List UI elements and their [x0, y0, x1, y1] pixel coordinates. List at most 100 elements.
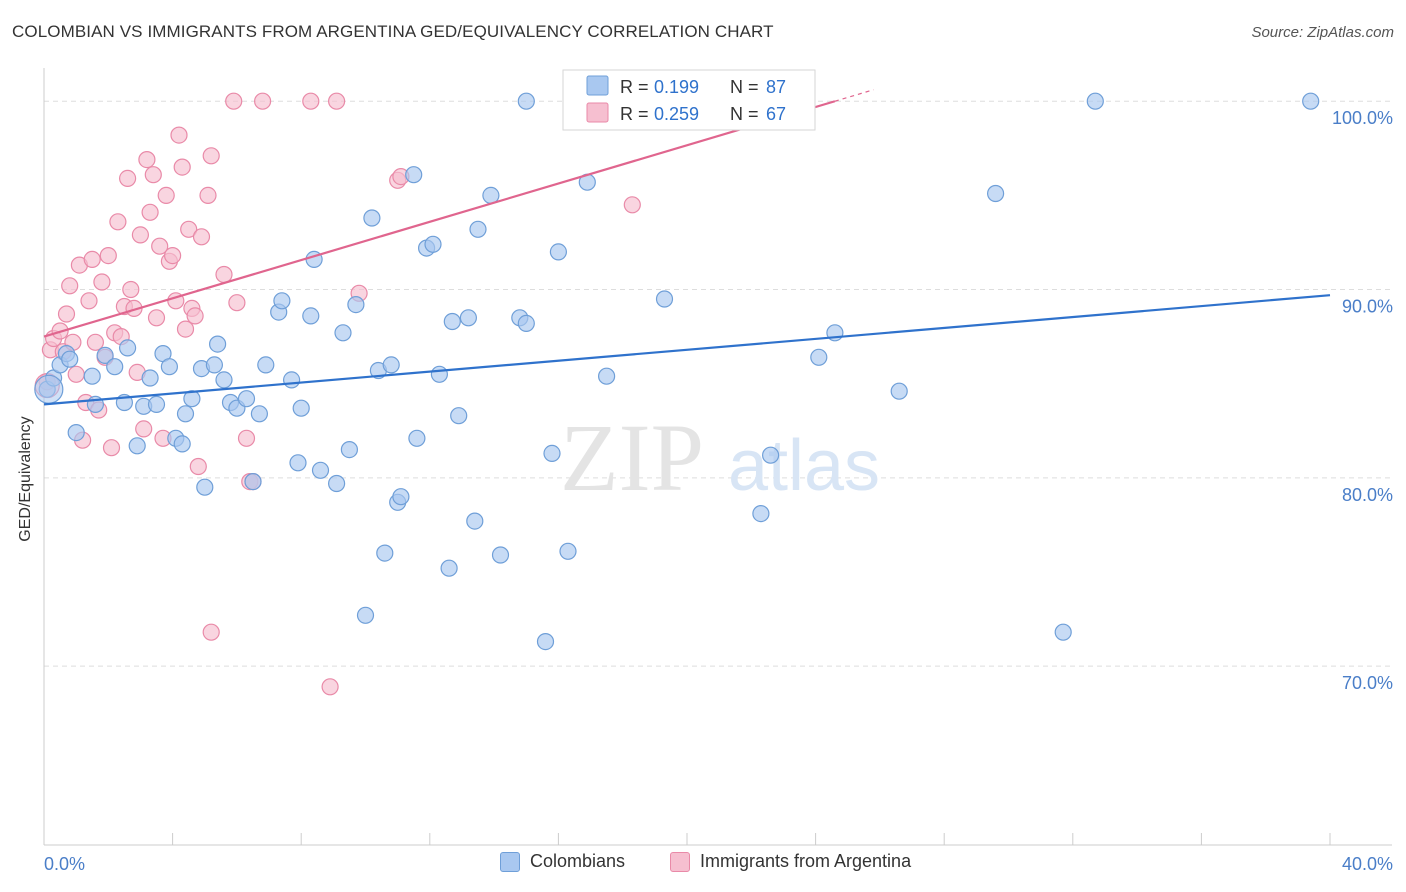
point-colombians-26 — [215, 371, 233, 389]
trend-lines — [43, 89, 1331, 406]
grid-lines — [44, 100, 1390, 667]
point-colombians-45 — [356, 606, 375, 624]
point-colombians-56 — [430, 365, 448, 383]
point-argentina-29 — [135, 420, 153, 438]
series-colombians-points — [34, 92, 1320, 651]
watermark: ZIP atlas — [560, 404, 880, 511]
point-colombians-30 — [244, 473, 262, 491]
point-argentina-21 — [109, 213, 127, 231]
legend-swatch-argentina-bottom — [670, 851, 690, 872]
point-argentina-5 — [57, 305, 76, 323]
legend-n-value-2: 67 — [766, 104, 786, 124]
point-colombians-81 — [1054, 623, 1072, 641]
point-argentina-18 — [99, 247, 117, 265]
legend-label-colombians: Colombians — [530, 851, 626, 871]
point-colombians-52 — [408, 429, 426, 447]
point-colombians-69 — [543, 444, 561, 462]
trend-line-argentina — [43, 100, 836, 338]
point-colombians-46 — [363, 209, 381, 227]
point-colombians-24 — [205, 356, 223, 374]
point-argentina-58 — [302, 92, 320, 110]
legend-n-value-1: 87 — [766, 77, 786, 97]
point-argentina-46 — [189, 457, 207, 476]
legend-swatch-colombians — [586, 75, 609, 96]
point-colombians-42 — [334, 324, 352, 342]
point-colombians-36 — [289, 454, 307, 472]
point-argentina-47 — [192, 228, 211, 246]
point-argentina-12 — [80, 292, 98, 310]
point-colombians-25 — [209, 335, 227, 353]
point-argentina-59 — [321, 678, 339, 696]
chart-source: Source: ZipAtlas.com — [1251, 24, 1394, 41]
point-colombians-61 — [466, 512, 484, 530]
x-tick-label-min: 0.0% — [44, 854, 85, 874]
y-axis-label: GED/Equivalency — [17, 416, 34, 542]
point-colombians-71 — [559, 542, 577, 560]
point-colombians-76 — [761, 446, 780, 464]
point-colombians-66 — [517, 314, 535, 332]
point-colombians-15 — [147, 395, 166, 413]
point-colombians-51 — [392, 488, 410, 506]
legend-r-value-2: 0.259 — [654, 104, 699, 124]
point-colombians-31 — [250, 405, 268, 423]
axes — [43, 68, 1392, 846]
legend-label-argentina: Immigrants from Argentina — [700, 851, 912, 871]
point-colombians-67 — [517, 92, 535, 110]
point-colombians-19 — [173, 435, 191, 453]
point-argentina-14 — [86, 333, 105, 351]
point-argentina-19 — [102, 439, 121, 457]
point-colombians-23 — [196, 478, 214, 496]
legend-swatch-argentina — [586, 102, 609, 123]
point-argentina-41 — [173, 158, 191, 176]
point-argentina-30 — [138, 151, 156, 169]
chart-title: COLOMBIAN VS IMMIGRANTS FROM ARGENTINA G… — [12, 22, 774, 41]
y-axis-label-wrap: GED/Equivalency — [6, 380, 46, 580]
trend-line-argentina-extension — [834, 89, 874, 102]
legend-item-colombians[interactable]: Colombians — [500, 851, 625, 872]
point-argentina-50 — [202, 623, 220, 641]
y-tick-label-70: 70.0% — [1342, 673, 1393, 693]
point-argentina-54 — [237, 429, 256, 447]
point-colombians-17 — [160, 358, 178, 376]
point-colombians-58 — [443, 312, 461, 331]
tick-labels: 70.0% 80.0% 90.0% 100.0% 0.0% 40.0% — [44, 108, 1393, 874]
legend-r-label-1: R = — [620, 77, 649, 97]
y-tick-label-90: 90.0% — [1342, 297, 1393, 317]
point-argentina-25 — [122, 280, 140, 299]
point-colombians-41 — [328, 474, 346, 493]
point-argentina-49 — [202, 147, 220, 165]
point-colombians-75 — [752, 504, 770, 523]
point-argentina-13 — [83, 250, 101, 268]
point-argentina-8 — [67, 365, 85, 383]
stats-legend: R = 0.199 N = 87 R = 0.259 N = 67 — [562, 69, 816, 131]
point-argentina-45 — [186, 307, 204, 325]
point-argentina-42 — [176, 320, 195, 338]
point-colombians-62 — [469, 220, 487, 238]
legend-item-argentina[interactable]: Immigrants from Argentina — [670, 851, 911, 872]
legend-r-label-2: R = — [620, 104, 649, 124]
legend-swatch-colombians-bottom — [500, 851, 520, 872]
point-colombians-64 — [491, 546, 510, 564]
point-colombians-83 — [1302, 92, 1320, 110]
point-argentina-34 — [151, 237, 169, 255]
watermark-zip: ZIP — [560, 404, 704, 511]
point-argentina-32 — [144, 166, 162, 184]
bottom-legend: Colombians Immigrants from Argentina — [0, 851, 1406, 879]
point-colombians-73 — [597, 367, 616, 385]
series-argentina-points — [34, 92, 641, 696]
point-colombians-21 — [183, 390, 201, 408]
point-colombians-60 — [459, 309, 477, 327]
point-argentina-24 — [118, 169, 137, 187]
point-argentina-57 — [254, 92, 272, 110]
point-colombians-70 — [549, 243, 568, 261]
point-colombians-55 — [424, 235, 442, 253]
point-colombians-68 — [536, 632, 555, 651]
point-colombians-59 — [450, 407, 468, 425]
point-colombians-12 — [128, 437, 146, 455]
point-colombians-53 — [405, 166, 423, 184]
point-colombians-34 — [273, 292, 291, 310]
point-colombians-29 — [237, 390, 256, 408]
point-colombians-14 — [141, 369, 159, 387]
y-tick-label-100: 100.0% — [1332, 108, 1393, 128]
